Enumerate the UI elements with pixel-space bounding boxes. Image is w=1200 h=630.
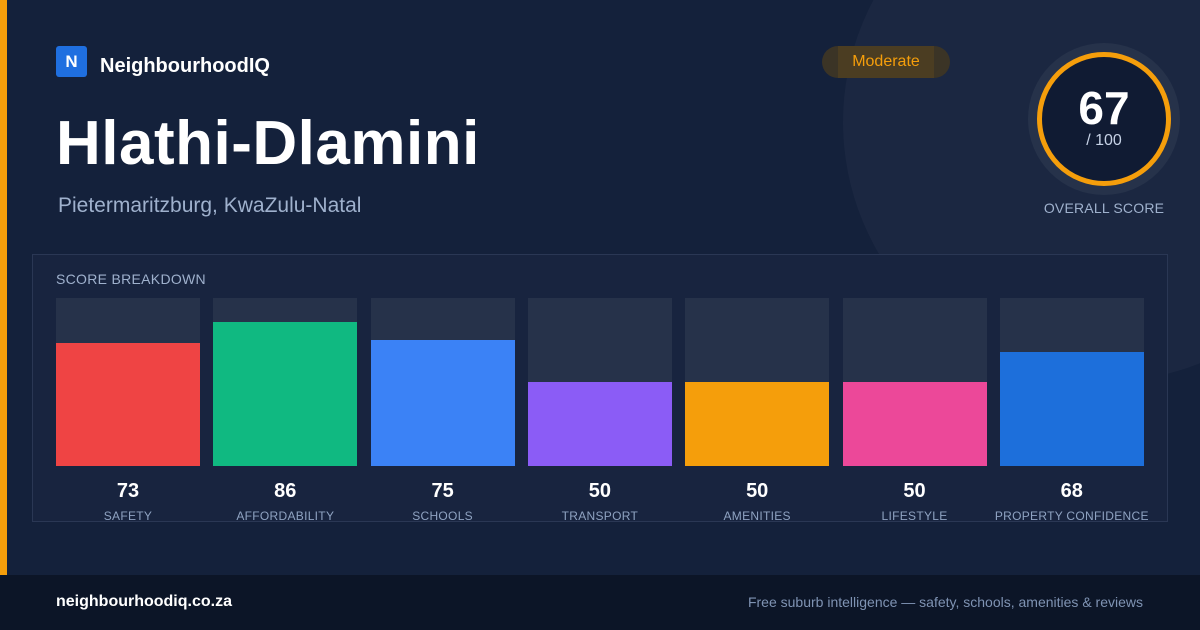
bar-lifestyle (843, 382, 987, 466)
overall-score-caption: OVERALL SCORE (1030, 200, 1178, 216)
brand-logo-icon: N (56, 46, 87, 77)
bar-label-transport: TRANSPORT (518, 509, 682, 523)
bar-value-transport: 50 (528, 480, 672, 503)
bar-label-property-confidence: PROPERTY CONFIDENCE (990, 509, 1154, 523)
accent-strip (0, 0, 7, 575)
bar-value-amenities: 50 (685, 480, 829, 503)
bar-transport (528, 382, 672, 466)
bar-label-lifestyle: LIFESTYLE (833, 509, 997, 523)
overall-score-value: 67 (1040, 83, 1168, 133)
bar-label-affordability: AFFORDABILITY (203, 509, 367, 523)
brand-name: NeighbourhoodIQ (100, 55, 270, 78)
bar-property-confidence (1000, 352, 1144, 466)
footer-tagline: Free suburb intelligence — safety, schoo… (748, 594, 1143, 610)
suburb-region: Pietermaritzburg, KwaZulu-Natal (58, 194, 361, 218)
overall-score-max: / 100 (1040, 132, 1168, 150)
footer-url[interactable]: neighbourhoodiq.co.za (56, 593, 232, 611)
rating-badge: Moderate (822, 46, 950, 78)
bar-label-amenities: AMENITIES (675, 509, 839, 523)
bar-safety (56, 343, 200, 466)
bar-value-schools: 75 (371, 480, 515, 503)
bar-value-property-confidence: 68 (1000, 480, 1144, 503)
score-breakdown-title: SCORE BREAKDOWN (56, 271, 206, 287)
bar-value-lifestyle: 50 (843, 480, 987, 503)
bar-schools (371, 340, 515, 466)
rating-badge-label: Moderate (822, 46, 950, 78)
bar-value-safety: 73 (56, 480, 200, 503)
bar-value-affordability: 86 (213, 480, 357, 503)
bar-affordability (213, 322, 357, 466)
bar-label-safety: SAFETY (46, 509, 210, 523)
bar-label-schools: SCHOOLS (361, 509, 525, 523)
suburb-name: Hlathi-Dlamini (56, 108, 480, 179)
bar-amenities (685, 382, 829, 466)
